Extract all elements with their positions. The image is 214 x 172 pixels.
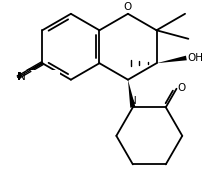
Text: O: O <box>177 83 186 93</box>
Text: N: N <box>129 96 136 106</box>
Text: N: N <box>18 72 25 82</box>
Text: N: N <box>17 72 25 82</box>
Bar <box>21 70 60 84</box>
Text: N: N <box>18 72 25 82</box>
Polygon shape <box>156 56 187 63</box>
Polygon shape <box>128 80 135 108</box>
Text: OH: OH <box>187 52 203 63</box>
Text: O: O <box>124 2 132 12</box>
